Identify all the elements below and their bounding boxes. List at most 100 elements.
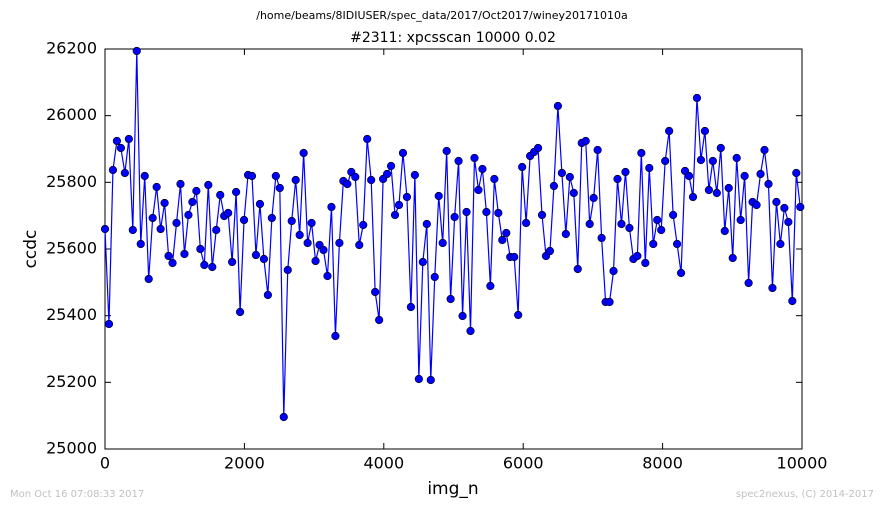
y-tick-label: 25800 — [46, 172, 97, 191]
data-point — [549, 181, 559, 191]
data-point — [196, 244, 205, 254]
data-point — [283, 265, 292, 275]
data-point — [132, 46, 141, 56]
data-point — [343, 179, 352, 189]
data-point — [394, 200, 404, 210]
data-point — [724, 183, 733, 193]
data-point — [259, 254, 269, 264]
data-point — [279, 412, 288, 422]
data-point — [498, 235, 507, 245]
data-point — [359, 220, 368, 230]
data-point — [100, 224, 110, 234]
x-axis-label: img_n — [427, 479, 478, 499]
data-point — [613, 174, 622, 184]
data-point — [788, 296, 797, 306]
footer-left: Mon Oct 16 07:08:33 2017 — [10, 489, 144, 500]
data-point — [609, 266, 618, 276]
data-point — [621, 167, 630, 177]
data-point — [351, 172, 360, 182]
data-point — [486, 281, 495, 291]
data-point — [696, 155, 706, 165]
data-point — [307, 218, 316, 228]
data-point — [104, 319, 114, 329]
data-point — [502, 228, 511, 238]
data-point — [192, 186, 201, 196]
data-point — [740, 171, 749, 181]
data-point — [239, 215, 249, 225]
data-point — [422, 219, 431, 229]
data-point — [625, 223, 634, 233]
data-point — [251, 250, 261, 260]
data-point — [581, 136, 590, 146]
data-point — [669, 210, 678, 220]
data-point — [561, 229, 570, 239]
data-point — [327, 202, 336, 212]
data-point — [589, 193, 598, 203]
data-point — [216, 190, 225, 200]
data-point — [363, 134, 372, 144]
data-point — [255, 199, 265, 209]
data-point — [108, 165, 118, 175]
data-point — [311, 256, 320, 266]
data-point — [522, 218, 531, 228]
data-point — [235, 307, 245, 317]
data-point — [569, 188, 578, 198]
data-point — [684, 171, 694, 181]
data-point — [168, 258, 177, 268]
data-point — [430, 272, 439, 282]
data-point — [688, 192, 698, 202]
data-point — [657, 225, 666, 235]
data-point — [744, 278, 753, 288]
data-point — [434, 191, 443, 201]
data-point — [776, 239, 785, 249]
data-point — [645, 163, 654, 173]
data-point — [545, 246, 555, 256]
data-point — [796, 202, 805, 212]
data-point — [446, 294, 455, 304]
data-point — [732, 153, 741, 163]
data-point — [271, 171, 280, 181]
data-point — [180, 249, 189, 259]
data-point — [649, 239, 658, 249]
data-point — [728, 253, 737, 263]
data-point — [386, 161, 396, 171]
data-point — [172, 218, 181, 228]
data-point — [291, 175, 300, 185]
data-point — [593, 145, 602, 155]
data-point — [188, 197, 197, 207]
data-point — [637, 148, 646, 158]
data-point — [398, 148, 408, 158]
data-point — [597, 233, 606, 243]
data-point — [764, 179, 773, 189]
data-point — [665, 126, 674, 136]
data-point — [704, 185, 713, 195]
data-point — [263, 290, 272, 300]
footer-right: spec2nexus, (C) 2014-2017 — [736, 489, 874, 500]
data-point — [585, 219, 594, 229]
data-point — [478, 164, 487, 174]
data-point — [410, 170, 419, 180]
data-point — [335, 238, 344, 248]
x-tick-label: 8000 — [642, 454, 683, 473]
data-point — [514, 310, 523, 320]
data-point — [573, 264, 582, 274]
data-point — [494, 208, 503, 218]
data-point — [454, 156, 463, 166]
data-point — [120, 168, 129, 178]
data-point — [156, 224, 165, 234]
data-point — [228, 257, 237, 267]
data-point — [176, 179, 185, 189]
chart-title: #2311: xpcsscan 10000 0.02 — [350, 30, 556, 46]
data-point — [617, 219, 626, 229]
data-point — [375, 315, 384, 325]
data-point — [224, 208, 233, 218]
data-point — [140, 171, 149, 181]
x-tick-label: 0 — [100, 454, 110, 473]
data-point — [323, 271, 332, 281]
data-point — [510, 252, 519, 262]
data-point — [470, 153, 479, 163]
data-point — [355, 240, 364, 250]
data-point — [756, 169, 765, 179]
data-point — [533, 143, 543, 153]
